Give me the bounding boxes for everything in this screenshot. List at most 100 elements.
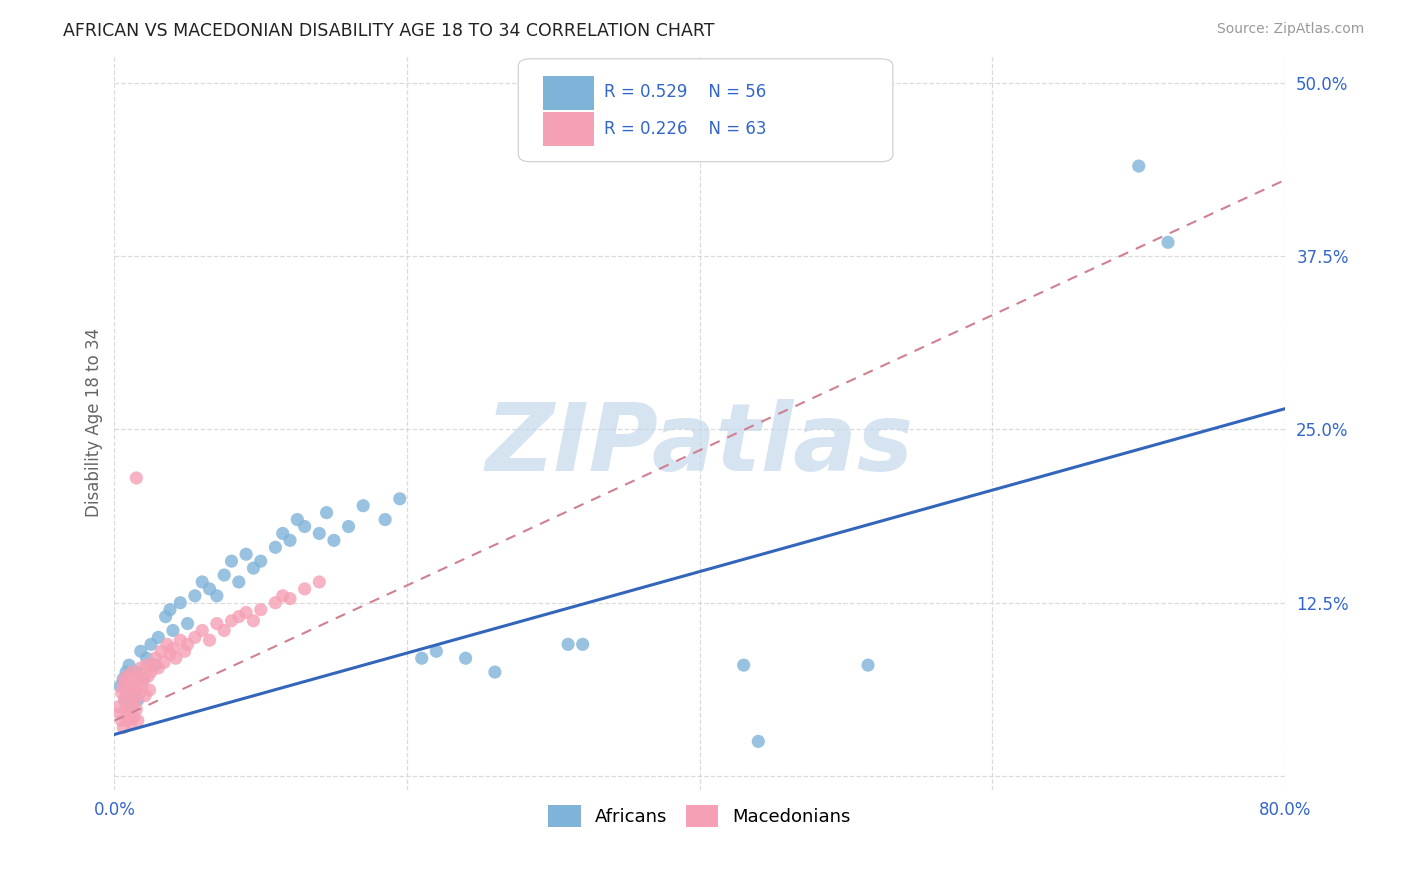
Text: ZIPatlas: ZIPatlas	[485, 399, 914, 491]
Point	[249, 603, 271, 617]
Point	[118, 658, 141, 673]
Point	[191, 574, 214, 589]
Point	[120, 716, 142, 731]
Point	[162, 624, 184, 638]
Point	[198, 582, 221, 596]
Point	[125, 679, 148, 693]
Point	[285, 512, 308, 526]
Point	[212, 624, 235, 638]
Point	[111, 714, 134, 728]
Point	[132, 672, 155, 686]
Point	[132, 672, 155, 686]
Point	[249, 554, 271, 568]
Point	[159, 603, 181, 617]
Point	[122, 711, 145, 725]
Point	[110, 706, 132, 721]
FancyBboxPatch shape	[543, 112, 595, 146]
Point	[571, 637, 593, 651]
Point	[111, 686, 134, 700]
Point	[264, 541, 287, 555]
Point	[124, 693, 146, 707]
Point	[114, 693, 136, 707]
Text: AFRICAN VS MACEDONIAN DISABILITY AGE 18 TO 34 CORRELATION CHART: AFRICAN VS MACEDONIAN DISABILITY AGE 18 …	[63, 22, 714, 40]
Point	[125, 702, 148, 716]
Point	[733, 658, 755, 673]
Point	[127, 714, 149, 728]
Point	[1128, 159, 1150, 173]
Point	[212, 568, 235, 582]
Point	[139, 637, 162, 651]
Point	[184, 631, 207, 645]
Point	[169, 596, 191, 610]
Point	[271, 526, 294, 541]
Point	[165, 651, 187, 665]
Point	[121, 699, 143, 714]
Point	[138, 683, 160, 698]
Point	[153, 656, 176, 670]
Point	[198, 633, 221, 648]
Point	[125, 665, 148, 679]
Point	[112, 672, 135, 686]
Point	[128, 686, 150, 700]
Point	[294, 519, 316, 533]
Point	[145, 658, 167, 673]
Point	[308, 574, 330, 589]
Point	[159, 647, 181, 661]
Point	[228, 609, 250, 624]
Point	[112, 721, 135, 735]
Point	[425, 644, 447, 658]
Point	[129, 644, 152, 658]
Y-axis label: Disability Age 18 to 34: Disability Age 18 to 34	[86, 328, 103, 517]
Point	[278, 591, 301, 606]
Point	[120, 679, 142, 693]
Point	[242, 561, 264, 575]
Point	[294, 582, 316, 596]
Point	[205, 589, 228, 603]
Point	[484, 665, 506, 679]
Point	[235, 547, 257, 561]
Point	[155, 609, 177, 624]
FancyBboxPatch shape	[519, 59, 893, 161]
Point	[107, 699, 129, 714]
Point	[156, 637, 179, 651]
Point	[112, 679, 135, 693]
Point	[557, 637, 579, 651]
Point	[221, 554, 243, 568]
Point	[129, 661, 152, 675]
Point	[135, 651, 157, 665]
Point	[388, 491, 411, 506]
Point	[114, 672, 136, 686]
Point	[352, 499, 374, 513]
Point	[169, 633, 191, 648]
Point	[1157, 235, 1180, 250]
Text: R = 0.226    N = 63: R = 0.226 N = 63	[603, 120, 766, 137]
Point	[148, 631, 170, 645]
Point	[124, 672, 146, 686]
Point	[150, 644, 173, 658]
Point	[747, 734, 769, 748]
Point	[120, 674, 142, 689]
Point	[264, 596, 287, 610]
Point	[115, 665, 138, 679]
Point	[145, 651, 167, 665]
Point	[173, 644, 195, 658]
Point	[221, 614, 243, 628]
Point	[184, 589, 207, 603]
Point	[235, 606, 257, 620]
Point	[127, 693, 149, 707]
Point	[117, 669, 139, 683]
Point	[125, 471, 148, 485]
Point	[131, 679, 153, 693]
Point	[122, 681, 145, 696]
Point	[308, 526, 330, 541]
Point	[118, 689, 141, 703]
Point	[121, 665, 143, 679]
Point	[110, 679, 132, 693]
Point	[454, 651, 477, 665]
Point	[374, 512, 396, 526]
Point	[176, 616, 198, 631]
Point	[148, 661, 170, 675]
Point	[118, 708, 141, 723]
Point	[134, 689, 156, 703]
Text: R = 0.529    N = 56: R = 0.529 N = 56	[603, 83, 766, 101]
